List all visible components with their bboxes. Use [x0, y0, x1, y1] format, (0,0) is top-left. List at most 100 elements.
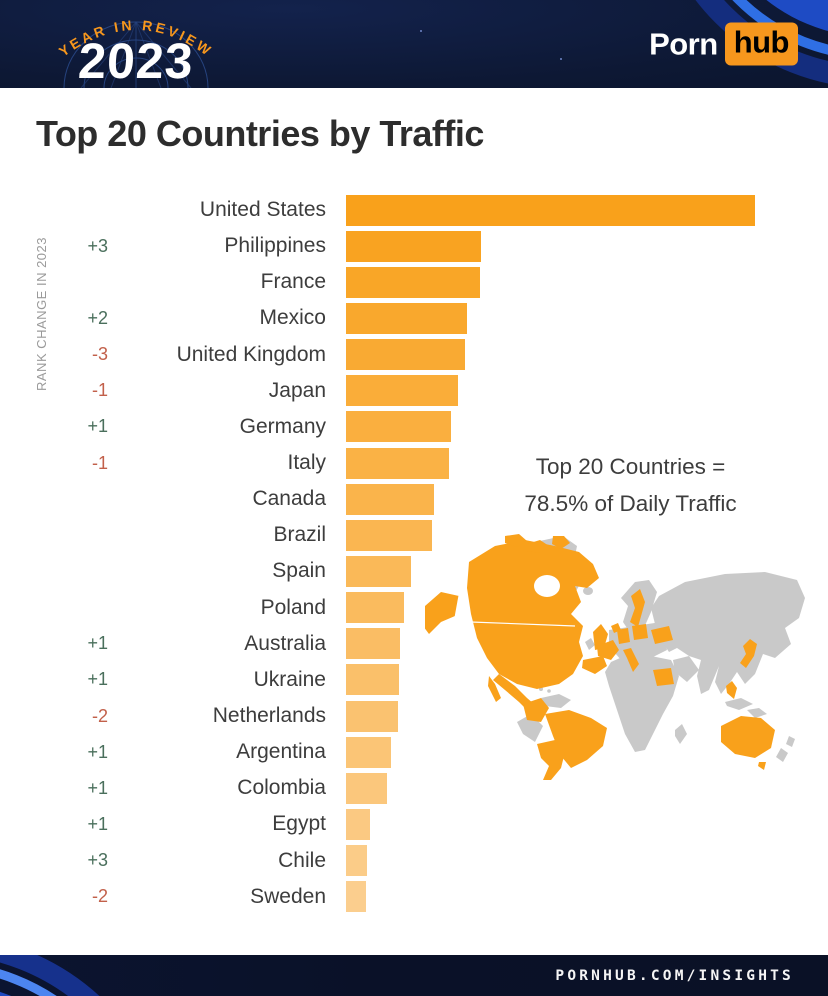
star-dot: [420, 30, 422, 32]
traffic-bar: [346, 700, 398, 732]
bar-track: [346, 339, 828, 371]
chart-row: Canada: [0, 481, 828, 517]
country-label: Egypt: [272, 812, 326, 836]
traffic-bar: [346, 339, 465, 371]
bar-track: [346, 881, 828, 913]
bar-track: [346, 736, 828, 768]
corner-swoosh-icon: [695, 0, 828, 84]
map-border-alaska: [454, 595, 460, 619]
traffic-bar: [346, 628, 400, 660]
star-dot: [560, 58, 562, 60]
country-label: Sweden: [250, 884, 326, 908]
bar-track: [346, 664, 828, 696]
map-ireland: [585, 638, 595, 650]
header-banner: YEAR IN REVIEW 2023 Porn hub: [0, 0, 828, 88]
traffic-bar: [346, 845, 367, 877]
rank-change: +1: [87, 777, 108, 798]
country-label: Canada: [252, 487, 326, 511]
chart-row: +1 Ukraine: [0, 662, 828, 698]
country-label: Mexico: [259, 306, 326, 330]
annotation-line-1: Top 20 Countries =: [535, 454, 726, 479]
insights-url: PORNHUB.COM/INSIGHTS: [555, 967, 794, 984]
traffic-bar: [346, 411, 452, 443]
map-indonesia-2: [747, 708, 767, 718]
bar-track: [346, 772, 828, 804]
map-eurasia: [651, 572, 805, 694]
chart-row: +3 Chile: [0, 843, 828, 879]
map-indonesia: [725, 698, 753, 710]
map-colombia: [523, 698, 549, 722]
country-label: Ukraine: [253, 667, 326, 691]
traffic-bar: [346, 808, 371, 840]
traffic-bar: [346, 664, 400, 696]
bar-chart-rows: United States +3 Philippines France +2 Mexico…: [0, 192, 828, 915]
traffic-bar: [346, 881, 366, 913]
chart-row: +1 Egypt: [0, 806, 828, 842]
map-arctic-islands-3: [552, 536, 570, 549]
world-map: [425, 534, 805, 780]
traffic-bar: [346, 555, 411, 587]
country-label: Australia: [244, 631, 326, 655]
chart-row: +1 Germany: [0, 409, 828, 445]
traffic-bar: [346, 519, 432, 551]
map-arctic-islands: [505, 534, 527, 547]
country-label: Japan: [268, 378, 326, 402]
traffic-bar: [346, 447, 450, 479]
map-italy: [623, 648, 639, 672]
rank-change: +1: [87, 416, 108, 437]
bar-track: [346, 411, 828, 443]
chart-row: +1 Colombia: [0, 770, 828, 806]
bar-track: [346, 555, 828, 587]
rank-change: +3: [87, 850, 108, 871]
chart-row: Brazil: [0, 517, 828, 553]
map-tasmania: [758, 762, 766, 770]
traffic-bar: [346, 592, 405, 624]
country-label: Colombia: [237, 776, 326, 800]
traffic-bar: [346, 772, 387, 804]
year-label: 2023: [76, 33, 196, 88]
rank-change: -2: [91, 705, 108, 726]
chart-row: -1 Italy: [0, 445, 828, 481]
country-label: Argentina: [236, 740, 326, 764]
map-baja: [488, 676, 501, 702]
country-label: United States: [199, 198, 326, 222]
chart-row: Poland: [0, 590, 828, 626]
rank-change: -2: [91, 886, 108, 907]
chart-row: -2 Sweden: [0, 879, 828, 915]
map-caribbean-2: [547, 689, 551, 693]
map-arctic-islands-2: [527, 540, 549, 553]
map-border-us-canada: [470, 621, 576, 627]
country-label: Philippines: [224, 234, 326, 258]
rank-change: +3: [87, 235, 108, 256]
map-sweden: [630, 589, 645, 627]
map-france: [597, 640, 619, 660]
map-japan: [740, 639, 757, 668]
traffic-bar: [346, 375, 459, 407]
footer-banner: PORNHUB.COM/INSIGHTS: [0, 955, 828, 996]
rank-change: -1: [91, 452, 108, 473]
map-ukraine: [651, 626, 673, 644]
traffic-bar: [346, 194, 755, 226]
map-new-zealand: [776, 748, 788, 762]
bar-track: [346, 447, 828, 479]
traffic-bar: [346, 483, 434, 515]
map-chile-argentina: [537, 740, 565, 780]
map-iceland: [583, 587, 593, 595]
logo-text-porn: Porn: [649, 26, 718, 61]
bar-track: [346, 519, 828, 551]
map-canada-usa: [467, 540, 599, 689]
traffic-bar: [346, 736, 391, 768]
year-in-review-logo: YEAR IN REVIEW 2023: [26, 0, 246, 88]
map-venezuela-guyana: [541, 694, 571, 708]
bar-track: [346, 194, 828, 226]
chart-row: France: [0, 264, 828, 300]
country-label: Spain: [272, 559, 326, 583]
rank-change: +2: [87, 307, 108, 328]
map-philippines: [726, 681, 737, 699]
rank-change: -1: [91, 380, 108, 401]
map-germany: [617, 628, 630, 644]
country-label: Poland: [260, 595, 326, 619]
traffic-share-annotation: Top 20 Countries = 78.5% of Daily Traffi…: [458, 448, 803, 522]
bar-track: [346, 808, 828, 840]
